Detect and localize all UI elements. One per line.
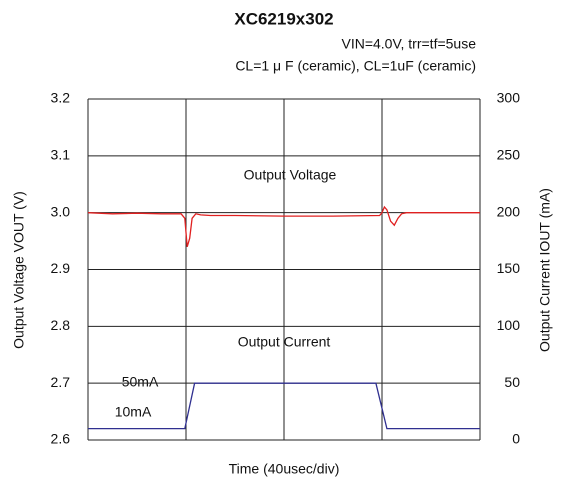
annotation: 50mA <box>122 374 159 390</box>
subtitle: VIN=4.0V, trr=tf=5use <box>341 36 476 52</box>
y-tick-label: 2.8 <box>51 317 71 333</box>
subtitle: CL=1 μ F (ceramic), CL=1uF (ceramic) <box>235 58 476 74</box>
y2-tick-label: 250 <box>497 147 521 163</box>
y2-tick-label: 100 <box>497 317 521 333</box>
series-line <box>88 382 480 430</box>
y2-tick-label: 0 <box>512 431 520 447</box>
y-tick-label: 3.1 <box>51 147 71 163</box>
y-tick-label: 2.7 <box>51 374 71 390</box>
y2-axis-label: Output Current IOUT (mA) <box>537 188 553 352</box>
chart-title: XC6219x302 <box>234 9 333 28</box>
annotation: Output Voltage <box>244 167 337 183</box>
y-tick-label: 2.6 <box>51 431 71 447</box>
x-axis-label: Time (40usec/div) <box>229 461 340 477</box>
series-line <box>87 205 480 247</box>
y2-tick-label: 300 <box>497 90 521 106</box>
y2-tick-label: 200 <box>497 203 521 219</box>
y-tick-label: 2.9 <box>51 260 71 276</box>
y-tick-label: 3.2 <box>51 90 71 106</box>
y2-tick-label: 150 <box>497 260 521 276</box>
y-axis-label: Output Voltage VOUT (V) <box>11 191 27 349</box>
y-tick-label: 3.0 <box>51 203 71 219</box>
y2-tick-label: 50 <box>504 374 520 390</box>
annotation: 10mA <box>115 404 152 420</box>
